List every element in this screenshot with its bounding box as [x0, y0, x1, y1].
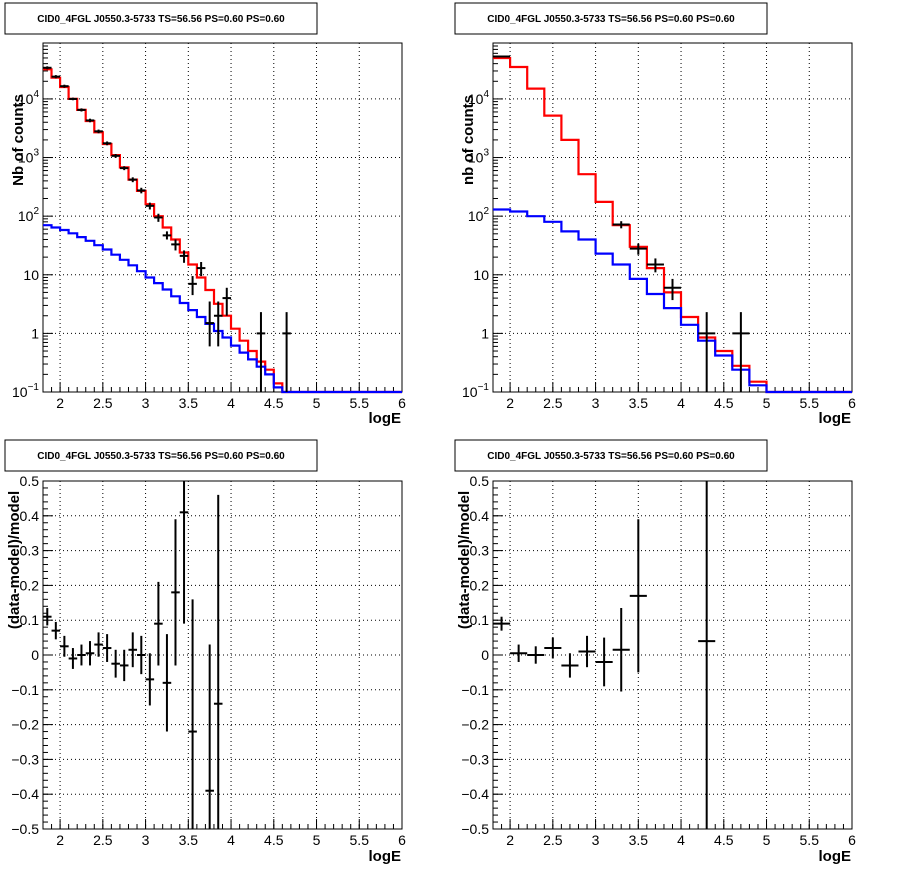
y-axis-label: Nb of counts: [10, 94, 27, 186]
panel-bottom-right: CID0_4FGL J0550.3-5733 TS=56.56 PS=0.60 …: [454, 439, 856, 865]
title-box: [454, 439, 768, 472]
y-tick-label: −0.2: [11, 717, 39, 733]
x-tick-label: 5.5: [800, 395, 820, 411]
x-axis-label: logE: [369, 848, 402, 865]
y-axis-label: (data-model)/model: [456, 491, 473, 629]
x-axis-label: logE: [819, 410, 852, 427]
x-tick-label: 6: [848, 832, 856, 848]
x-tick-label: 4.5: [714, 395, 734, 411]
x-tick-label: 6: [398, 395, 406, 411]
y-tick-label: 1: [481, 325, 489, 341]
x-tick-label: 5.5: [800, 832, 820, 848]
x-tick-label: 4: [227, 832, 235, 848]
model-histogram-background: [493, 208, 852, 394]
y-tick-label: −0.5: [11, 821, 39, 837]
x-tick-label: 5: [313, 395, 321, 411]
x-tick-label: 3.5: [179, 395, 199, 411]
chart-title: CID0_4FGL J0550.3-5733 TS=56.56 PS=0.60 …: [37, 14, 285, 25]
x-tick-label: 6: [848, 395, 856, 411]
y-tick-label: −0.1: [461, 682, 489, 698]
title-box: [4, 2, 318, 35]
y-axis-label: nb of counts: [460, 95, 477, 185]
x-tick-label: 4: [677, 832, 685, 848]
x-tick-label: 4.5: [264, 395, 284, 411]
y-tick-label: 0.1: [470, 612, 490, 628]
y-tick-label: −0.4: [11, 786, 39, 802]
plot-frame: [42, 480, 403, 830]
y-tick-label: 0.2: [20, 577, 40, 593]
y-tick-label: −0.4: [461, 786, 489, 802]
x-tick-label: 4: [677, 395, 685, 411]
y-tick-label: 10: [23, 267, 39, 283]
x-tick-label: 2.5: [543, 832, 563, 848]
x-tick-label: 4.5: [714, 832, 734, 848]
panel-bottom-left: CID0_4FGL J0550.3-5733 TS=56.56 PS=0.60 …: [4, 439, 406, 865]
x-tick-label: 3.5: [629, 832, 649, 848]
y-axis-label: (data-model)/model: [6, 491, 23, 629]
y-tick-label: 1: [31, 325, 39, 341]
x-tick-label: 4.5: [264, 832, 284, 848]
x-tick-label: 2.5: [93, 395, 113, 411]
y-tick-label: 0.3: [20, 543, 40, 559]
y-tick-label: 10: [473, 267, 489, 283]
x-axis-label: logE: [819, 848, 852, 865]
title-box: [454, 2, 768, 35]
x-tick-label: 2.5: [93, 832, 113, 848]
x-axis-label: logE: [369, 410, 402, 427]
y-tick-label: −0.2: [461, 717, 489, 733]
x-tick-label: 2.5: [543, 395, 563, 411]
y-tick-label: 0.5: [470, 473, 490, 489]
x-tick-label: 5: [763, 832, 771, 848]
title-box: [4, 439, 318, 472]
x-tick-label: 6: [398, 832, 406, 848]
x-tick-label: 3: [142, 832, 150, 848]
y-tick-label: −0.5: [461, 821, 489, 837]
plot-frame: [42, 42, 403, 393]
x-tick-label: 5: [763, 395, 771, 411]
model-histogram-background: [43, 224, 402, 394]
y-tick-label: −0.3: [11, 751, 39, 767]
y-tick-label: 0.4: [470, 508, 490, 524]
x-tick-label: 5.5: [350, 395, 370, 411]
x-tick-label: 3: [592, 395, 600, 411]
plot-frame: [492, 480, 853, 830]
x-tick-label: 4: [227, 395, 235, 411]
y-tick-label: 0.2: [470, 577, 490, 593]
x-tick-label: 2: [506, 395, 514, 411]
plot-area: 2 2.5 3 3.5 4 4.5 5 5.5 6 −0.5 −0.4 −0.3 −0.2 −0.1 0 0.…: [11, 473, 406, 848]
chart-title: CID0_4FGL J0550.3-5733 TS=56.56 PS=0.60 …: [487, 451, 735, 462]
x-tick-label: 3: [142, 395, 150, 411]
y-tick-label: 0.4: [20, 508, 40, 524]
y-tick-label: 0.3: [470, 543, 490, 559]
x-tick-label: 2: [506, 832, 514, 848]
x-tick-label: 3: [592, 832, 600, 848]
y-tick-label: 0.5: [20, 473, 40, 489]
x-tick-label: 2: [56, 832, 64, 848]
chart-title: CID0_4FGL J0550.3-5733 TS=56.56 PS=0.60 …: [37, 451, 285, 462]
x-tick-label: 3.5: [629, 395, 649, 411]
plot-frame: [492, 42, 853, 393]
plot-area: 2 2.5 3 3.5 4 4.5 5 5.5 6 −0.5 −0.4 −0.3 −0.2 −0.1 0 0.…: [461, 473, 856, 848]
x-tick-label: 5: [313, 832, 321, 848]
y-tick-label: 0.1: [20, 612, 40, 628]
y-tick-label: 0: [481, 647, 489, 663]
x-tick-label: 3.5: [179, 832, 199, 848]
x-tick-label: 5.5: [350, 832, 370, 848]
y-tick-label: −0.3: [461, 751, 489, 767]
y-tick-label: −0.1: [11, 682, 39, 698]
x-tick-label: 2: [56, 395, 64, 411]
y-tick-label: 0: [31, 647, 39, 663]
chart-title: CID0_4FGL J0550.3-5733 TS=56.56 PS=0.60 …: [487, 14, 735, 25]
